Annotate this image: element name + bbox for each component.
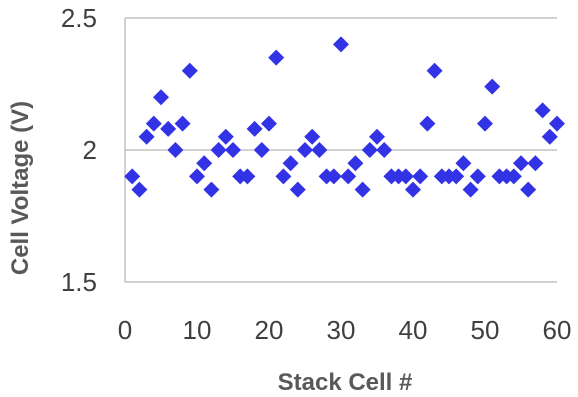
- data-point: [534, 102, 551, 119]
- data-point: [275, 168, 292, 185]
- x-tick-label: 50: [471, 315, 500, 345]
- data-point: [167, 142, 184, 158]
- gridlines: [125, 17, 557, 151]
- data-point: [225, 142, 241, 158]
- data-point: [419, 115, 436, 132]
- y-tick-label: 2.5: [61, 3, 97, 33]
- data-point: [145, 115, 162, 132]
- data-point: [448, 168, 465, 185]
- data-point: [505, 168, 522, 185]
- data-point: [340, 168, 357, 185]
- data-point: [174, 115, 191, 132]
- x-tick-label: 10: [183, 315, 212, 345]
- x-tick-label: 30: [327, 315, 356, 345]
- data-point: [325, 168, 342, 185]
- x-tick-label: 0: [118, 315, 132, 345]
- data-point: [369, 128, 385, 145]
- data-point: [246, 120, 263, 137]
- data-point: [253, 142, 270, 158]
- x-tick-label: 40: [399, 315, 428, 345]
- data-point: [297, 142, 313, 158]
- x-tick-label: 20: [255, 315, 284, 345]
- data-point: [239, 168, 256, 185]
- data-point: [203, 181, 220, 198]
- data-point: [282, 155, 299, 172]
- data-point: [412, 168, 429, 185]
- data-point: [217, 128, 234, 145]
- data-point: [397, 168, 414, 185]
- data-point: [153, 89, 169, 106]
- x-axis-title: Stack Cell #: [278, 369, 413, 396]
- data-point: [527, 155, 544, 172]
- data-point: [210, 142, 227, 158]
- x-tick-label: 60: [543, 315, 572, 345]
- data-point: [304, 128, 321, 145]
- data-point: [520, 181, 537, 198]
- data-point: [477, 115, 493, 132]
- data-point: [549, 115, 565, 132]
- data-point: [311, 142, 328, 158]
- y-tick-label: 1.5: [61, 267, 97, 297]
- data-point: [124, 168, 141, 185]
- data-point: [354, 181, 371, 198]
- data-point: [541, 128, 558, 145]
- data-point: [261, 115, 277, 132]
- data-point: [484, 78, 501, 95]
- data-point: [160, 120, 177, 137]
- data-point: [455, 155, 472, 172]
- y-tick-label: 2: [83, 135, 97, 165]
- data-point: [138, 128, 155, 145]
- y-tick-labels: 1.5 2 2.5: [61, 3, 97, 297]
- data-point: [462, 181, 479, 198]
- data-point: [131, 181, 148, 198]
- data-point: [289, 181, 306, 198]
- data-point: [196, 155, 213, 172]
- data-point: [513, 155, 529, 172]
- data-point: [347, 155, 364, 172]
- data-point: [426, 62, 443, 79]
- data-point: [361, 142, 378, 158]
- y-axis-title: Cell Voltage (V): [7, 101, 34, 275]
- data-point: [405, 181, 421, 198]
- data-point: [189, 168, 205, 185]
- data-point: [376, 142, 393, 158]
- x-tick-labels: 0 10 20 30 40 50 60: [118, 315, 572, 345]
- data-point: [333, 36, 349, 53]
- data-points: [124, 36, 565, 198]
- data-point: [469, 168, 486, 185]
- data-point: [181, 62, 198, 79]
- data-point: [268, 49, 285, 66]
